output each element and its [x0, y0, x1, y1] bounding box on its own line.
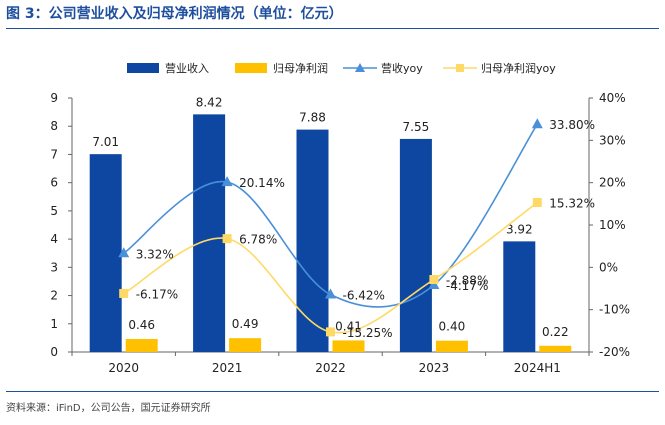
revenue-yoy-point: [531, 118, 543, 129]
profit-yoy-legend-label: 归母净利润yoy: [481, 61, 556, 75]
revenue-bar: [399, 138, 432, 352]
profit-bar: [332, 340, 365, 352]
revenue-yoy-label: 33.80%: [549, 118, 595, 132]
left-axis-tick-label: 1: [50, 317, 58, 331]
revenue-bar: [89, 154, 122, 352]
profit-bar-label: 0.22: [542, 325, 569, 339]
left-axis-tick-label: 0: [50, 345, 58, 359]
x-axis-tick-label: 2022: [315, 361, 346, 375]
profit-legend-label: 归母净利润: [273, 61, 328, 75]
right-axis-tick-label: 10%: [599, 218, 626, 232]
profit-yoy-label: 15.32%: [549, 196, 595, 210]
revenue-yoy-legend-marker: [355, 63, 365, 72]
left-axis-tick-label: 5: [50, 204, 58, 218]
left-axis-tick-label: 6: [50, 176, 58, 190]
profit-bar: [435, 340, 468, 352]
profit-yoy-label: -2.88%: [446, 274, 488, 288]
revenue-bar-label: 8.42: [196, 95, 223, 109]
profit-bar-label: 0.46: [128, 318, 155, 332]
right-axis-tick-label: -10%: [599, 303, 630, 317]
profit-yoy-point: [429, 275, 439, 285]
revenue-bar-label: 7.88: [299, 111, 326, 125]
left-axis-tick-label: 7: [50, 147, 58, 161]
revenue-yoy-label: -4.17%: [446, 279, 488, 293]
left-axis-tick-label: 8: [50, 119, 58, 133]
profit-bar: [539, 345, 572, 352]
profit-bar: [125, 339, 158, 352]
revenue-yoy-legend-label: 营收yoy: [381, 61, 423, 75]
revenue-bar-label: 3.92: [506, 222, 533, 236]
revenue-yoy-label: -6.42%: [343, 289, 385, 303]
profit-bar: [229, 338, 262, 352]
left-axis-tick-label: 2: [50, 289, 58, 303]
profit-yoy-label: -6.17%: [136, 287, 178, 301]
revenue-legend-label: 营业收入: [165, 61, 209, 75]
profit-yoy-legend-marker: [456, 64, 464, 72]
profit-yoy-point: [326, 327, 335, 337]
x-axis-tick-label: 2020: [108, 361, 139, 375]
profit-yoy-point: [222, 234, 232, 244]
revenue-legend-swatch: [127, 63, 159, 73]
revenue-bar: [503, 241, 536, 352]
revenue-yoy-label: 20.14%: [239, 176, 285, 190]
revenue-yoy-label: 3.32%: [136, 247, 174, 261]
x-axis-tick-label: 2023: [419, 361, 450, 375]
figure-title: 图 3：公司营业收入及归母净利润情况（单位：亿元）: [6, 6, 343, 22]
revenue-yoy-point: [221, 176, 233, 187]
profit-legend-swatch: [235, 63, 267, 73]
revenue-yoy-point: [118, 247, 130, 258]
profit-bar-label: 0.40: [439, 320, 466, 334]
revenue-bar-label: 7.01: [92, 135, 119, 149]
revenue-bar: [296, 129, 329, 352]
footer-rule: [6, 391, 659, 392]
left-axis-tick-label: 3: [50, 260, 58, 274]
revenue-yoy-point: [325, 288, 336, 299]
right-axis-tick-label: 20%: [599, 176, 626, 190]
title-rule: [6, 28, 659, 29]
left-axis-tick-label: 4: [50, 232, 58, 246]
profit-yoy-point: [119, 288, 129, 298]
x-axis-tick-label: 2021: [212, 361, 243, 375]
right-axis-tick-label: 40%: [599, 91, 626, 105]
right-axis-tick-label: 0%: [599, 260, 618, 274]
left-axis-tick-label: 9: [50, 91, 58, 105]
source-note: 资料来源：iFinD，公司公告，国元证券研究所: [6, 403, 211, 414]
profit-yoy-line: [123, 201, 538, 334]
revenue-bar: [193, 114, 226, 352]
profit-yoy-label: -15.25%: [343, 326, 393, 340]
right-axis-tick-label: -20%: [599, 345, 630, 359]
profit-yoy-label: 6.78%: [239, 233, 277, 247]
profit-bar-label: 0.49: [232, 317, 259, 331]
right-axis-tick-label: 30%: [599, 133, 626, 147]
x-axis-tick-label: 2024H1: [514, 361, 561, 375]
revenue-bar-label: 7.55: [403, 120, 430, 134]
profit-yoy-point: [532, 197, 542, 207]
